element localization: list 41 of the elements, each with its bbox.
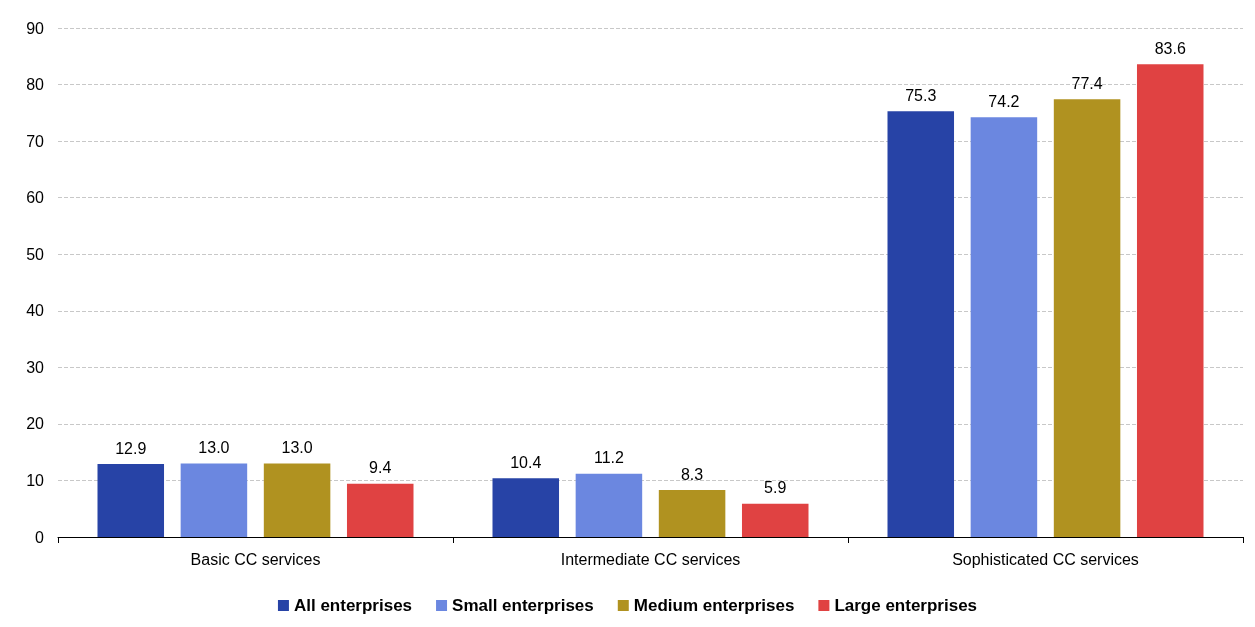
data-label: 74.2 — [988, 92, 1020, 110]
x-tick-label: Sophisticated CC services — [952, 550, 1139, 568]
bar — [180, 463, 248, 537]
bar — [658, 490, 726, 537]
y-tick-label: 10 — [26, 471, 45, 489]
y-tick-label: 80 — [26, 76, 45, 94]
x-tick-label: Basic CC services — [190, 550, 321, 568]
data-label: 10.4 — [510, 453, 542, 471]
legend-label: All enterprises — [293, 596, 413, 615]
bar — [492, 478, 560, 537]
data-label: 75.3 — [905, 86, 937, 104]
y-tick-label: 50 — [26, 245, 45, 263]
data-label: 13.0 — [281, 438, 313, 456]
data-label: 12.9 — [115, 439, 147, 457]
y-tick-label: 70 — [26, 132, 45, 150]
bar — [575, 473, 643, 537]
bar — [887, 111, 955, 537]
y-tick-label: 30 — [26, 358, 45, 376]
data-label: 13.0 — [198, 438, 230, 456]
bar — [97, 464, 165, 537]
y-tick-label: 40 — [26, 302, 45, 320]
legend-label: Small enterprises — [452, 596, 594, 615]
x-tick-label: Intermediate CC services — [560, 550, 741, 568]
bar — [970, 117, 1038, 537]
y-tick-label: 60 — [26, 189, 45, 207]
data-label: 11.2 — [593, 449, 624, 467]
bar — [1136, 64, 1204, 537]
data-label: 5.9 — [764, 479, 787, 497]
bar — [741, 503, 809, 537]
bar — [346, 483, 414, 537]
legend-label: Large enterprises — [834, 596, 978, 615]
data-label: 8.3 — [680, 465, 704, 483]
y-tick-label: 90 — [26, 19, 45, 37]
data-label: 83.6 — [1154, 39, 1186, 57]
y-tick-label: 20 — [26, 415, 45, 433]
legend-label: Medium enterprises — [633, 596, 795, 615]
data-label: 77.4 — [1071, 74, 1103, 92]
data-label: 9.4 — [369, 459, 392, 477]
bar — [263, 463, 331, 537]
y-tick-label: 0 — [35, 528, 45, 546]
bar — [1053, 99, 1121, 537]
